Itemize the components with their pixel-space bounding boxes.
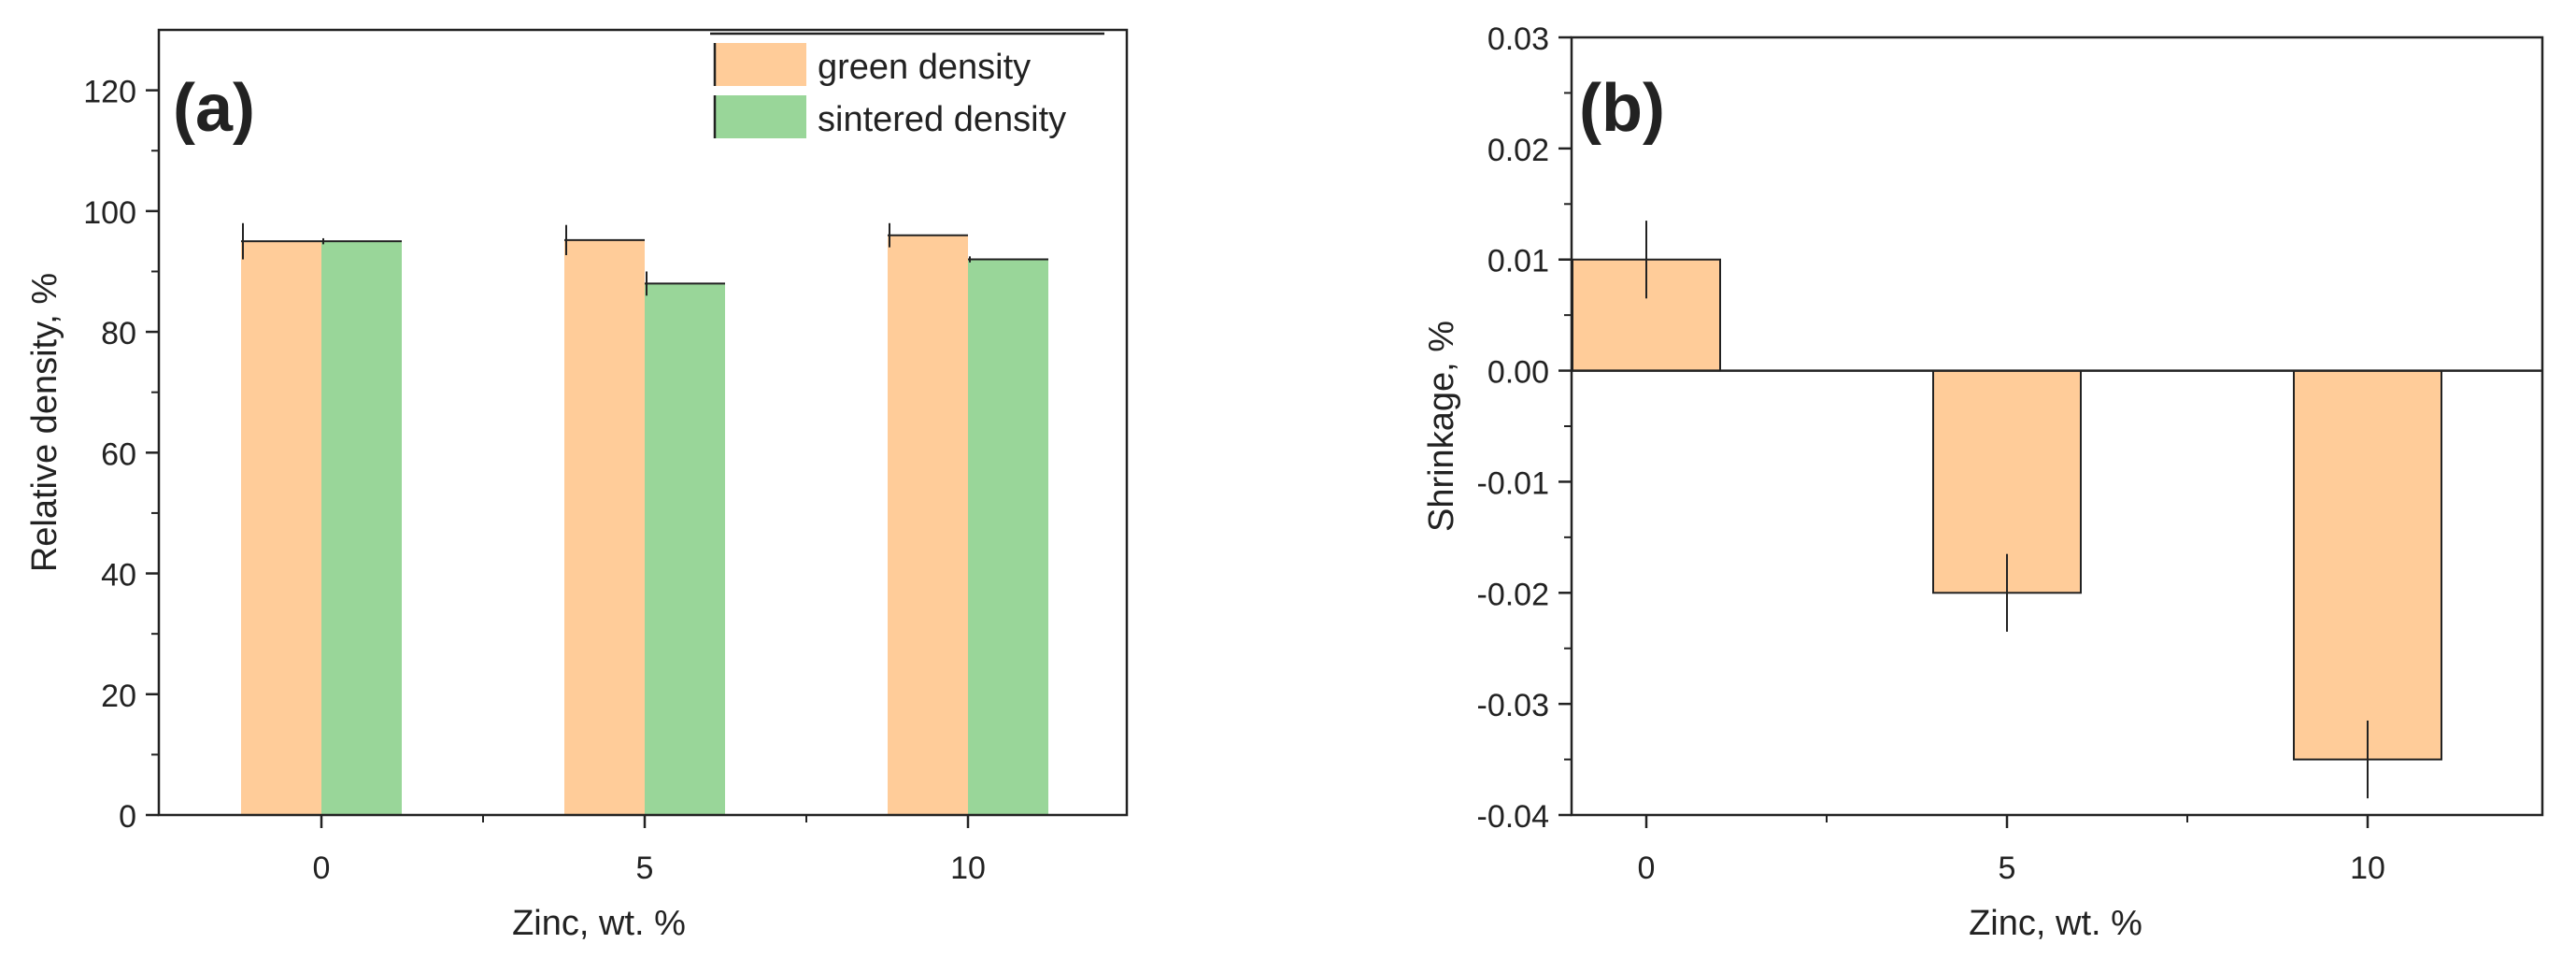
bar-green-density-10 — [888, 235, 968, 815]
bar-green-density-0 — [241, 241, 321, 816]
panel-b-y-axis-label: Shrinkage, % — [1422, 321, 1461, 532]
y-tick-label: 0.00 — [1487, 355, 1549, 391]
y-tick-label: -0.04 — [1477, 799, 1550, 835]
bar-sintered-density-5 — [645, 283, 725, 815]
legend-label-sintered-density: sintered density — [818, 100, 1066, 139]
panel-a-error-bars — [241, 222, 1048, 296]
legend-swatch-sintered-density — [715, 95, 806, 138]
panel-a-relative-density: 0 20 40 60 80 100 120 0 5 10 (a) Zinc, wt. % Rel… — [25, 28, 1129, 943]
legend-swatch-green-density — [715, 43, 806, 86]
y-tick-label: -0.01 — [1477, 465, 1550, 501]
panel-a-frame — [157, 28, 1129, 817]
x-tick-label-5: 5 — [1999, 851, 2016, 886]
bar-shrinkage-10 — [2293, 369, 2442, 761]
y-tick-label: 0 — [119, 799, 136, 835]
legend-label-green-density: green density — [818, 48, 1031, 87]
panel-a-bars — [241, 235, 1048, 816]
panel-b-y-ticks: -0.04 -0.03 -0.02 -0.01 0.00 0.01 0.02 0.03 — [1477, 21, 1572, 835]
panel-a-label: (a) — [173, 71, 255, 146]
y-tick-label: 0.01 — [1487, 244, 1549, 279]
y-tick-label: -0.02 — [1477, 577, 1550, 612]
panel-a-y-ticks: 0 20 40 60 80 100 120 — [83, 75, 159, 835]
panel-a-x-ticks: 0 5 10 — [313, 815, 986, 886]
x-tick-label-10: 10 — [2350, 851, 2385, 886]
x-tick-label-0: 0 — [1638, 851, 1656, 886]
x-tick-label-5: 5 — [636, 851, 654, 886]
y-tick-label: -0.03 — [1477, 688, 1550, 723]
bar-sintered-density-0 — [321, 241, 402, 816]
panel-b-label: (b) — [1579, 71, 1665, 146]
y-tick-label: 100 — [83, 195, 136, 231]
panel-b-error-bars — [1645, 221, 2369, 799]
y-tick-label: 0.02 — [1487, 133, 1549, 168]
panel-b-x-axis-label: Zinc, wt. % — [1969, 904, 2142, 943]
panel-a-legend: green density sintered density — [710, 32, 1104, 139]
y-tick-label: 0.03 — [1487, 21, 1549, 57]
bar-green-density-5 — [564, 239, 645, 815]
panel-b-x-ticks: 0 5 10 — [1638, 815, 2385, 886]
x-tick-label-0: 0 — [313, 851, 331, 886]
bar-sintered-density-10 — [968, 259, 1048, 815]
y-tick-label: 20 — [101, 679, 136, 714]
panel-b-shrinkage: -0.04 -0.03 -0.02 -0.01 0.00 0.01 0.02 0.03 0 5 1… — [1422, 21, 2544, 943]
y-tick-label: 120 — [83, 75, 136, 110]
panel-a-y-axis-label: Relative density, % — [25, 273, 64, 572]
x-tick-label-10: 10 — [950, 851, 986, 886]
y-tick-label: 60 — [101, 436, 136, 472]
y-tick-label: 40 — [101, 558, 136, 593]
panel-a-x-axis-label: Zinc, wt. % — [512, 904, 686, 943]
y-tick-label: 80 — [101, 316, 136, 351]
